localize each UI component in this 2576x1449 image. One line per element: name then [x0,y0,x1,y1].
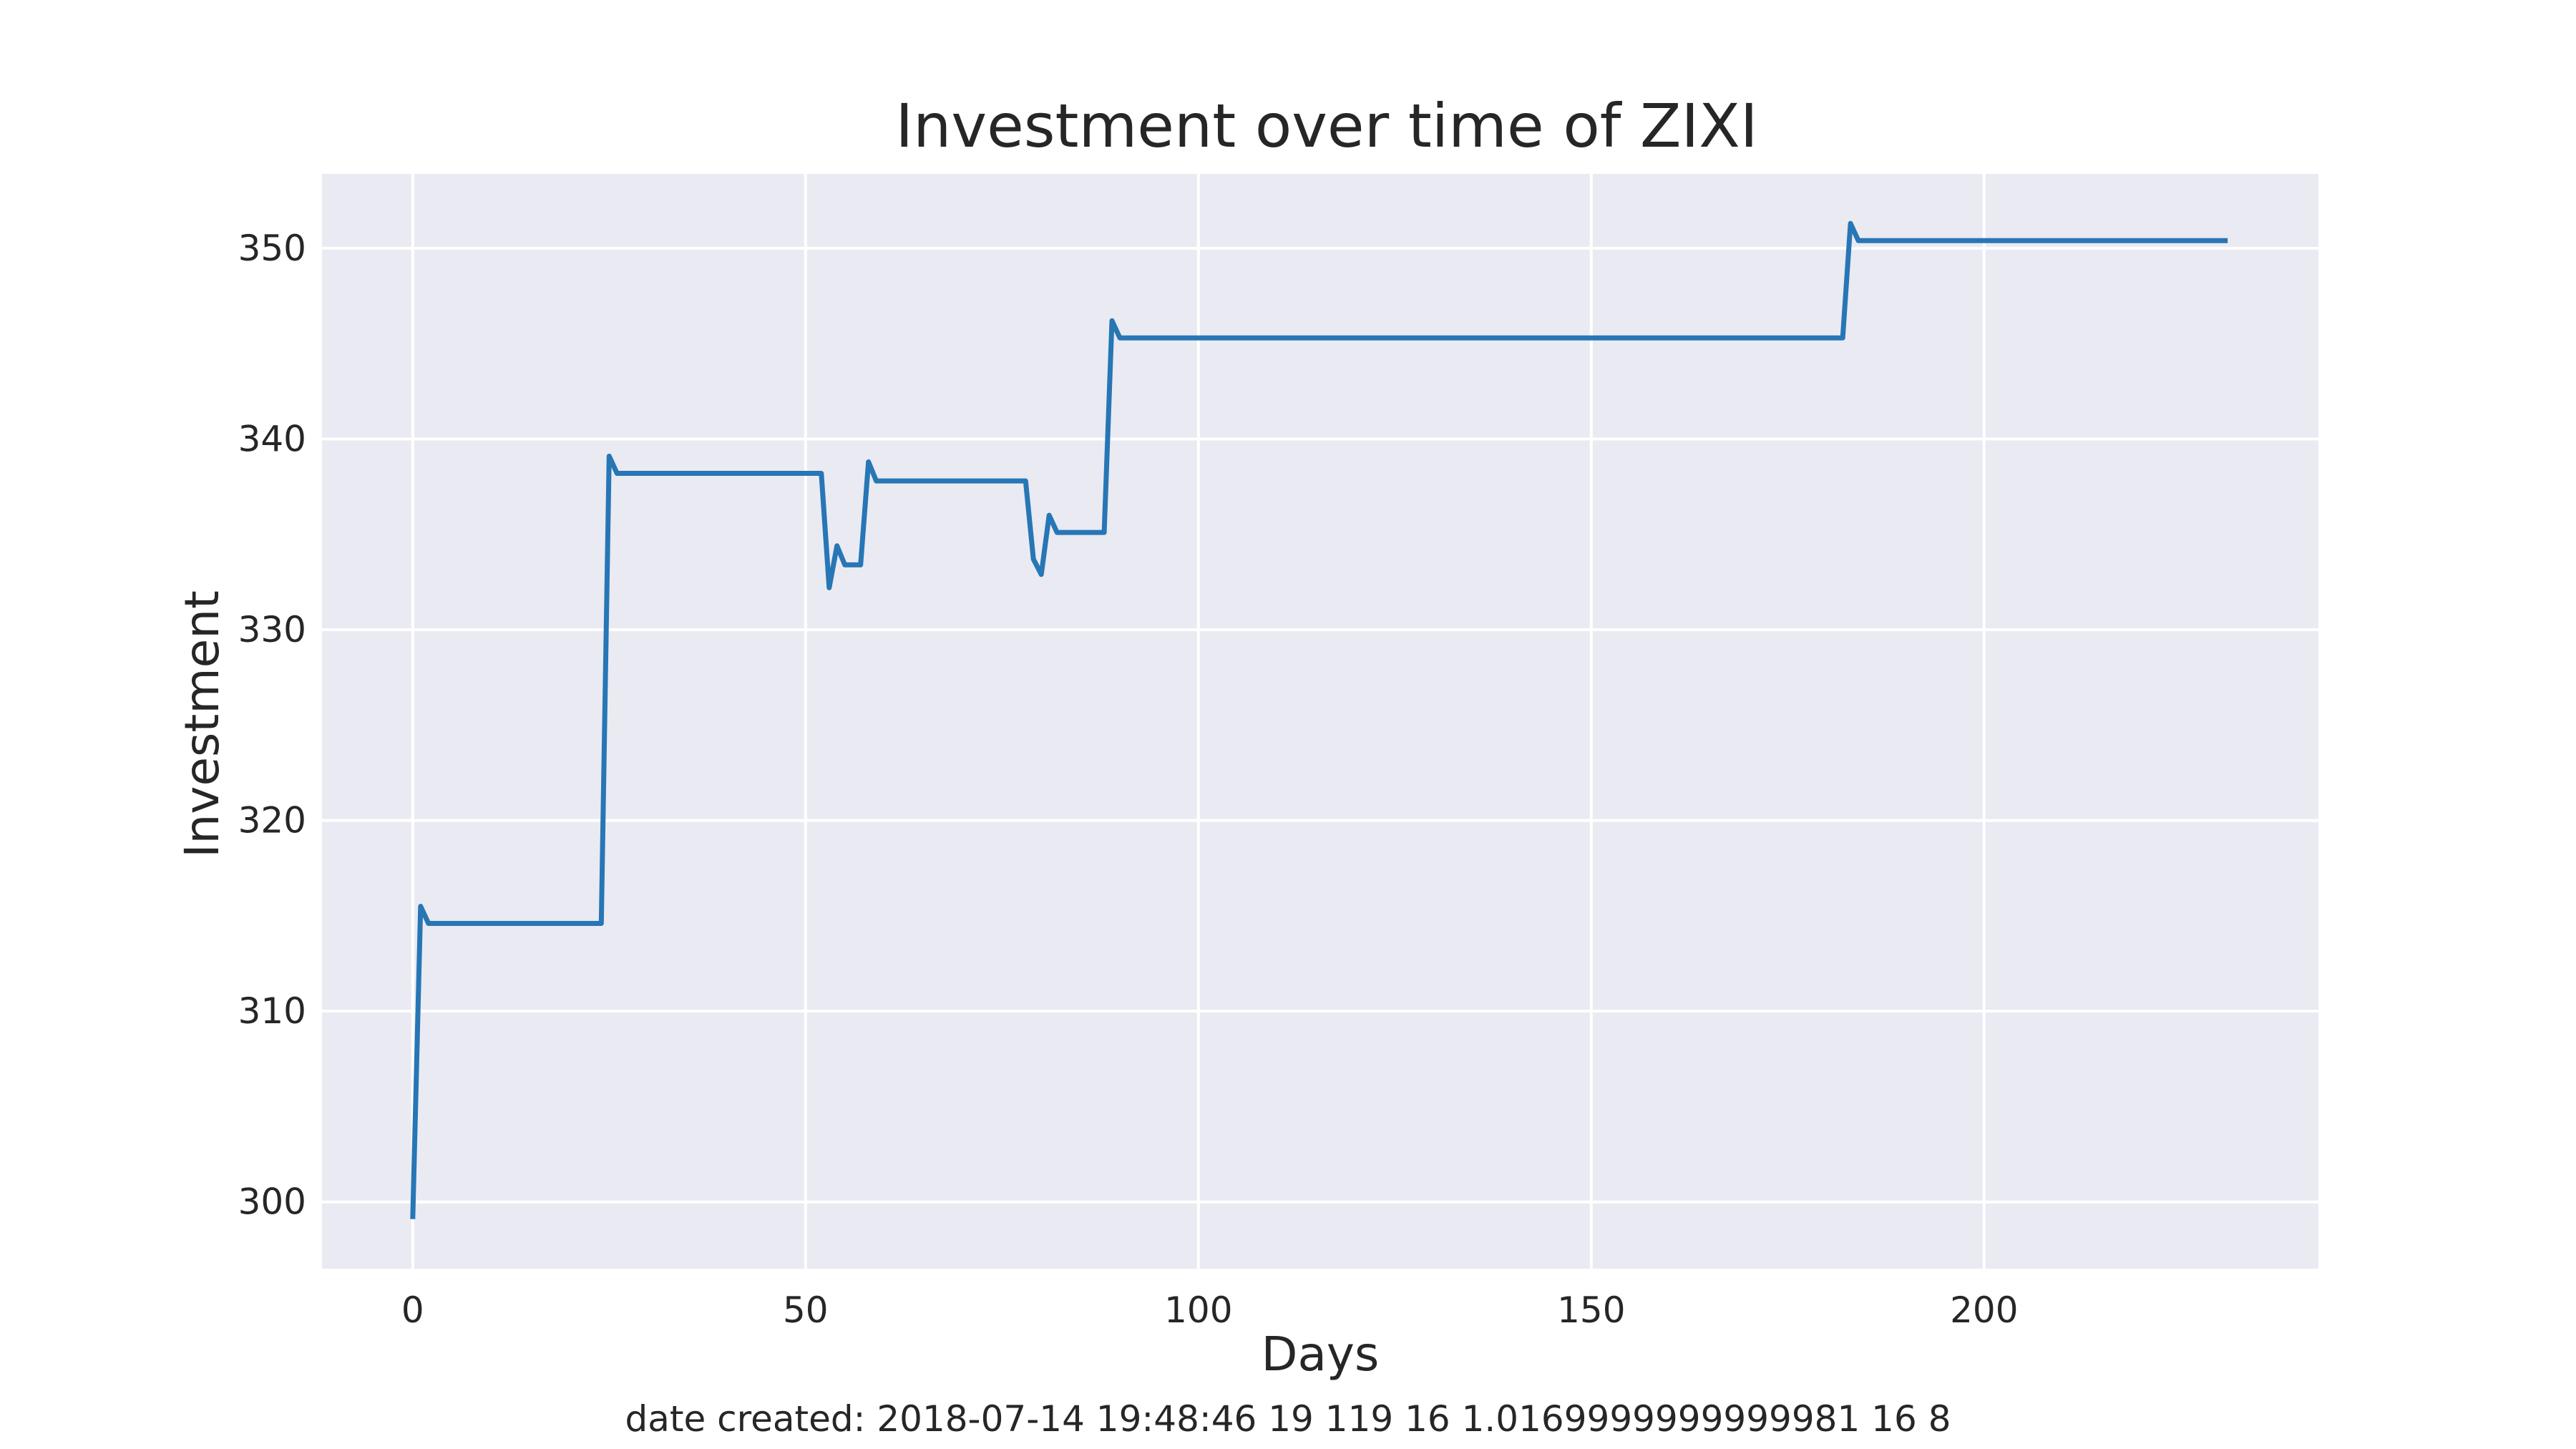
x-tick-label: 50 [783,1289,829,1331]
y-tick-label: 310 [238,990,306,1032]
x-tick-label: 0 [401,1289,424,1331]
chart-title: Investment over time of ZIXI [895,91,1757,161]
y-axis-label: Investment [175,590,230,858]
tick-labels: 0 50 100 150 200 300 310 320 330 340 350 [238,228,2019,1331]
x-axis-label: Days [1262,1327,1380,1382]
y-tick-label: 340 [238,419,306,460]
y-tick-label: 350 [238,228,306,269]
plot-area [322,174,2318,1269]
x-tick-label: 100 [1164,1289,1232,1331]
grid-lines [322,174,2318,1269]
y-tick-label: 320 [238,800,306,841]
series-line-investment [410,220,2228,1219]
x-tick-label: 150 [1557,1289,1625,1331]
y-tick-label: 330 [238,609,306,650]
x-tick-label: 200 [1950,1289,2018,1331]
footer-caption: date created: 2018-07-14 19:48:46 19 119… [625,1398,1951,1440]
y-tick-label: 300 [238,1181,306,1223]
